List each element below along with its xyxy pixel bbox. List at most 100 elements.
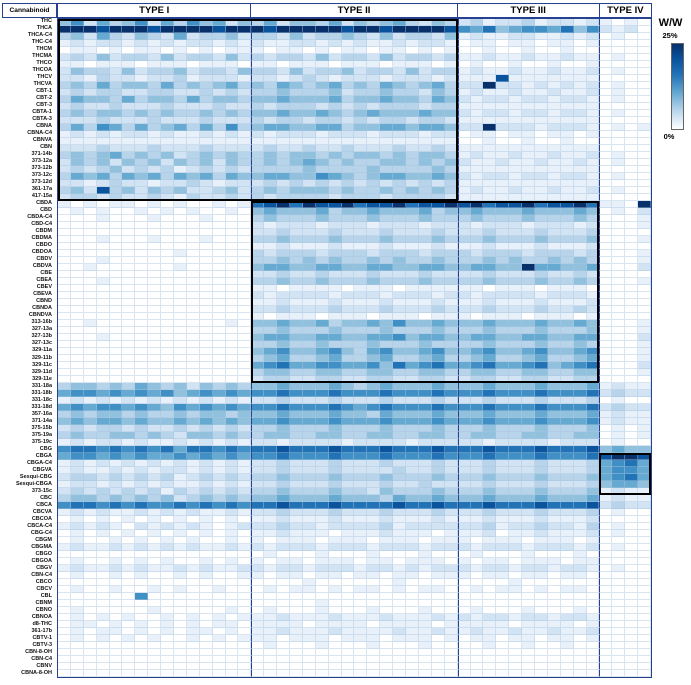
heatmap-cell xyxy=(638,173,651,180)
heatmap-cell xyxy=(431,40,445,47)
heatmap-cell xyxy=(367,89,381,96)
heatmap-cell xyxy=(174,40,187,47)
heatmap-cell xyxy=(315,68,329,75)
heatmap-cell xyxy=(638,467,651,474)
heatmap-cell xyxy=(393,600,407,607)
heatmap-cell xyxy=(470,82,484,89)
heatmap-cell xyxy=(341,54,355,61)
heatmap-cell xyxy=(290,642,303,649)
heatmap-cell xyxy=(431,628,445,635)
heatmap-cell xyxy=(58,201,71,208)
heatmap-cell xyxy=(509,257,523,264)
heatmap-cell xyxy=(457,124,471,131)
heatmap-cell xyxy=(328,82,342,89)
heatmap-cell xyxy=(509,656,523,663)
heatmap-cell xyxy=(290,299,303,306)
heatmap-cell xyxy=(199,26,213,33)
heatmap-cell xyxy=(393,530,407,537)
heatmap-cell xyxy=(161,187,175,194)
heatmap-cell xyxy=(393,75,407,82)
heatmap-cell xyxy=(599,159,613,166)
heatmap-cell xyxy=(302,397,316,404)
heatmap-cell xyxy=(418,271,432,278)
heatmap-cell xyxy=(264,579,278,586)
heatmap-cell xyxy=(547,82,561,89)
row-label: 329-11c xyxy=(32,361,52,368)
heatmap-cell xyxy=(96,54,110,61)
heatmap-cell xyxy=(406,68,419,75)
heatmap-cell xyxy=(560,523,574,530)
heatmap-cell xyxy=(199,131,213,138)
heatmap-cell xyxy=(264,320,278,327)
heatmap-cell xyxy=(341,551,355,558)
heatmap-cell xyxy=(560,61,574,68)
heatmap-cell xyxy=(483,131,497,138)
heatmap-cell xyxy=(496,369,510,376)
heatmap-cell xyxy=(186,47,200,54)
heatmap-cell xyxy=(225,257,239,264)
heatmap-cell xyxy=(161,663,175,670)
heatmap-cell xyxy=(96,110,110,117)
row-label: CBTV-3 xyxy=(32,642,52,649)
heatmap-cell xyxy=(625,628,639,635)
heatmap-cell xyxy=(457,61,471,68)
heatmap-cell xyxy=(277,376,291,383)
heatmap-cell xyxy=(444,180,458,187)
heatmap-cell xyxy=(302,61,316,68)
heatmap-cell xyxy=(174,320,187,327)
heatmap-cell xyxy=(122,103,136,110)
heatmap-cell xyxy=(470,635,484,642)
heatmap-cell xyxy=(70,145,84,152)
heatmap-cell xyxy=(547,656,561,663)
heatmap-cell xyxy=(444,397,458,404)
heatmap-cell xyxy=(612,656,626,663)
heatmap-cell xyxy=(560,40,574,47)
heatmap-cell xyxy=(122,390,136,397)
heatmap-cell xyxy=(560,369,574,376)
heatmap-cell xyxy=(625,313,639,320)
heatmap-cell xyxy=(406,390,419,397)
heatmap-cell xyxy=(96,173,110,180)
heatmap-cell xyxy=(174,194,187,201)
heatmap-cell xyxy=(380,390,394,397)
heatmap-cell xyxy=(586,194,600,201)
heatmap-cell xyxy=(509,425,523,432)
heatmap-cell xyxy=(625,425,639,432)
heatmap-cell xyxy=(161,257,175,264)
heatmap-cell xyxy=(277,635,291,642)
heatmap-cell xyxy=(599,586,613,593)
heatmap-cell xyxy=(212,264,226,271)
heatmap-cell xyxy=(625,467,639,474)
heatmap-cell xyxy=(483,194,497,201)
heatmap-cell xyxy=(96,572,110,579)
heatmap-cell xyxy=(199,558,213,565)
heatmap-cell xyxy=(251,453,265,460)
heatmap-cell xyxy=(534,292,548,299)
row-label: CBT-2 xyxy=(36,94,52,101)
heatmap-cell xyxy=(328,320,342,327)
row-label: CBCA-C4 xyxy=(27,522,52,529)
heatmap-cell xyxy=(444,628,458,635)
heatmap-cell xyxy=(638,47,651,54)
heatmap-cell xyxy=(122,292,136,299)
heatmap-cell xyxy=(431,285,445,292)
heatmap-cell xyxy=(264,663,278,670)
heatmap-cell xyxy=(612,474,626,481)
heatmap-cell xyxy=(302,33,316,40)
heatmap-cell xyxy=(418,173,432,180)
heatmap-cell xyxy=(96,453,110,460)
heatmap-cell xyxy=(599,488,613,495)
heatmap-cell xyxy=(586,495,600,502)
heatmap-cell xyxy=(573,257,587,264)
heatmap-cell xyxy=(586,593,600,600)
heatmap-cell xyxy=(341,61,355,68)
heatmap-cell xyxy=(509,103,523,110)
heatmap-cell xyxy=(457,642,471,649)
heatmap-cell xyxy=(122,425,136,432)
heatmap-cell xyxy=(393,103,407,110)
heatmap-cell xyxy=(135,75,149,82)
heatmap-cell xyxy=(380,495,394,502)
heatmap-cell xyxy=(418,383,432,390)
heatmap-cell xyxy=(341,670,355,677)
heatmap-cell xyxy=(212,110,226,117)
